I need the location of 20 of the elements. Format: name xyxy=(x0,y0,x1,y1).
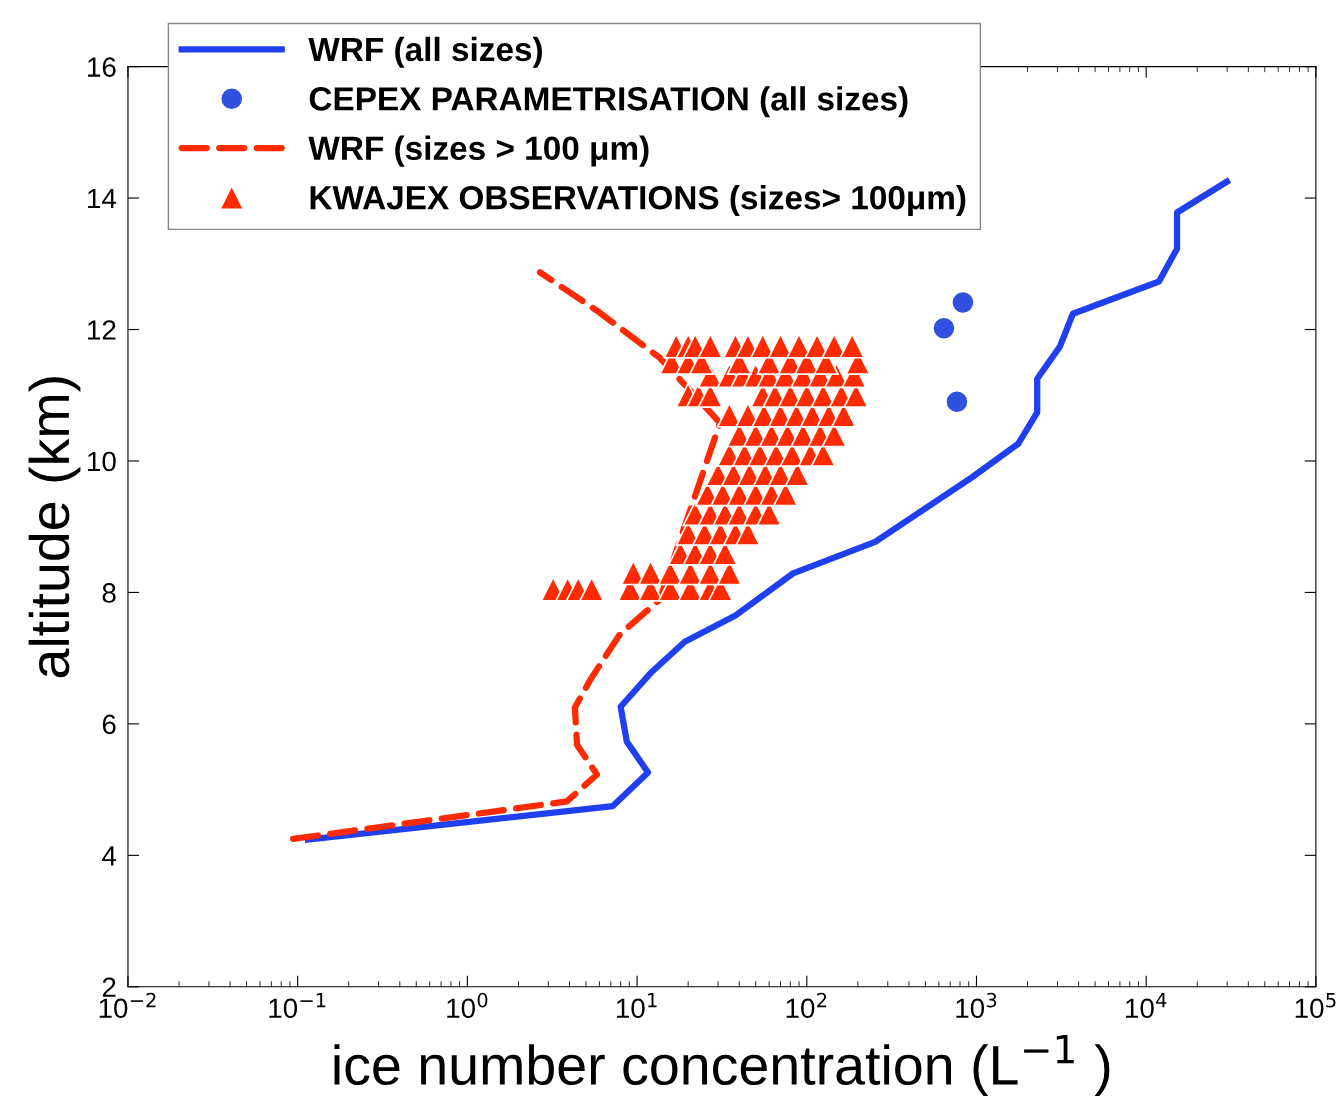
y-tick-label: 8 xyxy=(102,583,116,603)
x-tick-label: 10$^{4}$ xyxy=(1126,993,1167,1019)
x-tick-label: 10$^{0}$ xyxy=(447,992,488,1019)
legend-label: CEPEX PARAMETRISATION (all sizes) xyxy=(309,86,908,118)
legend-label: WRF (all sizes) xyxy=(308,36,542,68)
y-tick-label: 12 xyxy=(88,320,116,340)
y-tick-label: 6 xyxy=(102,714,116,735)
x-axis-title: ice number concentration (L$^{−1}$ ) xyxy=(334,1034,1110,1097)
legend-label: WRF (sizes > 100 μm) xyxy=(308,135,649,167)
x-tick-label: 10$^{2}$ xyxy=(786,992,827,1019)
x-tick-label: 10$^{−1}$ xyxy=(269,993,326,1019)
y-tick-label: 4 xyxy=(102,846,117,866)
legend-label: KWAJEX OBSERVATIONS (sizes> 100μm) xyxy=(310,185,966,217)
y-tick-label: 10 xyxy=(88,451,116,472)
y-tick-label: 14 xyxy=(88,189,117,209)
y-axis-title: altitude (km) xyxy=(28,377,81,678)
y-tick-label: 16 xyxy=(88,57,116,77)
x-tick-label: 10$^{5}$ xyxy=(1295,993,1336,1019)
x-tick-label: 10$^{1}$ xyxy=(616,993,657,1019)
x-tick-label: 10$^{3}$ xyxy=(956,992,997,1019)
